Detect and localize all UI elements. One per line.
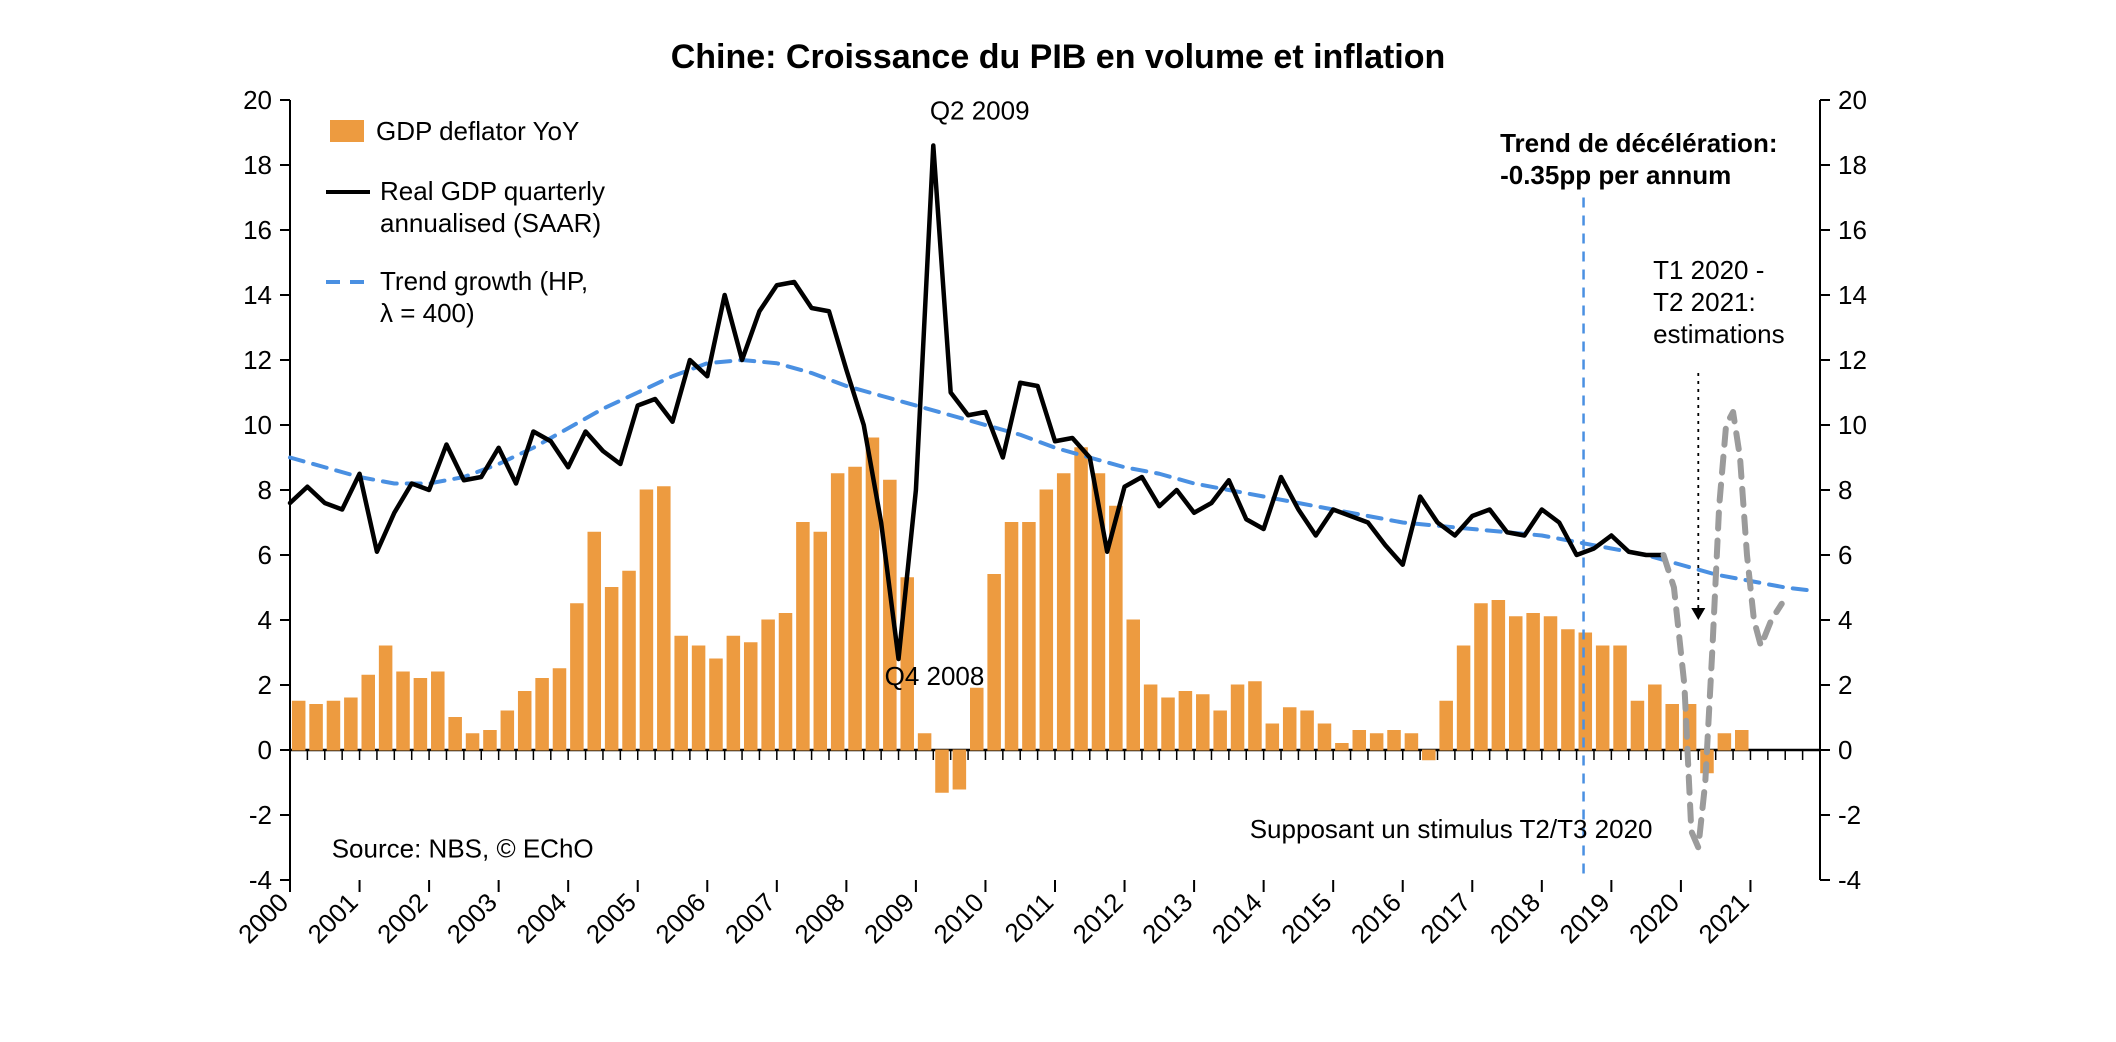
svg-text:14: 14 xyxy=(1838,280,1867,310)
svg-text:2012: 2012 xyxy=(1067,887,1129,949)
svg-text:Supposant un stimulus T2/T3 20: Supposant un stimulus T2/T3 2020 xyxy=(1250,814,1653,844)
svg-text:18: 18 xyxy=(1838,150,1867,180)
svg-text:2017: 2017 xyxy=(1414,887,1476,949)
svg-text:Chine: Croissance du PIB en vo: Chine: Croissance du PIB en volume et in… xyxy=(671,38,1446,76)
svg-text:-0.35pp per annum: -0.35pp per annum xyxy=(1500,160,1731,190)
svg-text:Real GDP quarterly: Real GDP quarterly xyxy=(380,176,605,206)
svg-text:8: 8 xyxy=(1838,475,1852,505)
svg-text:16: 16 xyxy=(1838,215,1867,245)
svg-text:12: 12 xyxy=(243,345,272,375)
svg-text:T1 2020 -: T1 2020 - xyxy=(1653,255,1764,285)
svg-text:10: 10 xyxy=(243,410,272,440)
svg-text:2016: 2016 xyxy=(1345,887,1407,949)
svg-text:2008: 2008 xyxy=(788,887,850,949)
svg-text:2010: 2010 xyxy=(928,887,990,949)
svg-text:2007: 2007 xyxy=(719,887,781,949)
svg-text:-2: -2 xyxy=(1838,800,1861,830)
svg-text:Trend growth (HP,: Trend growth (HP, xyxy=(380,266,588,296)
svg-text:2000: 2000 xyxy=(232,887,294,949)
svg-text:-4: -4 xyxy=(1838,865,1861,895)
svg-text:20: 20 xyxy=(1838,85,1867,115)
svg-text:4: 4 xyxy=(1838,605,1852,635)
chart-root: { "canvas":{"width":2116,"height":1042,"… xyxy=(0,0,2116,1042)
svg-text:2021: 2021 xyxy=(1693,887,1755,949)
svg-text:2006: 2006 xyxy=(649,887,711,949)
svg-text:T2 2021:: T2 2021: xyxy=(1653,287,1756,317)
svg-text:2018: 2018 xyxy=(1484,887,1546,949)
svg-text:4: 4 xyxy=(258,605,272,635)
svg-text:2020: 2020 xyxy=(1623,887,1685,949)
svg-text:16: 16 xyxy=(243,215,272,245)
svg-text:2: 2 xyxy=(258,670,272,700)
svg-text:Q2 2009: Q2 2009 xyxy=(930,96,1030,126)
svg-text:λ = 400): λ = 400) xyxy=(380,298,475,328)
svg-text:Source: NBS, © EChO: Source: NBS, © EChO xyxy=(332,833,594,863)
svg-text:2002: 2002 xyxy=(371,887,433,949)
svg-text:Q4 2008: Q4 2008 xyxy=(885,661,985,691)
svg-text:2014: 2014 xyxy=(1206,887,1268,949)
svg-text:2011: 2011 xyxy=(998,887,1059,948)
svg-text:0: 0 xyxy=(258,735,272,765)
svg-text:2015: 2015 xyxy=(1275,887,1337,949)
svg-text:18: 18 xyxy=(243,150,272,180)
svg-text:10: 10 xyxy=(1838,410,1867,440)
svg-text:6: 6 xyxy=(1838,540,1852,570)
svg-text:12: 12 xyxy=(1838,345,1867,375)
svg-text:estimations: estimations xyxy=(1653,319,1785,349)
svg-text:2003: 2003 xyxy=(441,887,503,949)
svg-text:2001: 2001 xyxy=(302,887,364,949)
svg-text:20: 20 xyxy=(243,85,272,115)
svg-text:14: 14 xyxy=(243,280,272,310)
svg-text:GDP deflator YoY: GDP deflator YoY xyxy=(376,116,579,146)
svg-text:2005: 2005 xyxy=(580,887,642,949)
svg-text:annualised (SAAR): annualised (SAAR) xyxy=(380,208,601,238)
svg-text:2004: 2004 xyxy=(510,887,572,949)
chart-svg: -4-4-2-200224466881010121214141616181820… xyxy=(0,0,2116,1042)
svg-text:2019: 2019 xyxy=(1553,887,1615,949)
svg-text:Trend de décélération:: Trend de décélération: xyxy=(1500,128,1777,158)
svg-text:-2: -2 xyxy=(249,800,272,830)
svg-text:0: 0 xyxy=(1838,735,1852,765)
svg-text:2013: 2013 xyxy=(1136,887,1198,949)
svg-text:8: 8 xyxy=(258,475,272,505)
svg-text:2009: 2009 xyxy=(858,887,920,949)
svg-text:2: 2 xyxy=(1838,670,1852,700)
svg-text:6: 6 xyxy=(258,540,272,570)
